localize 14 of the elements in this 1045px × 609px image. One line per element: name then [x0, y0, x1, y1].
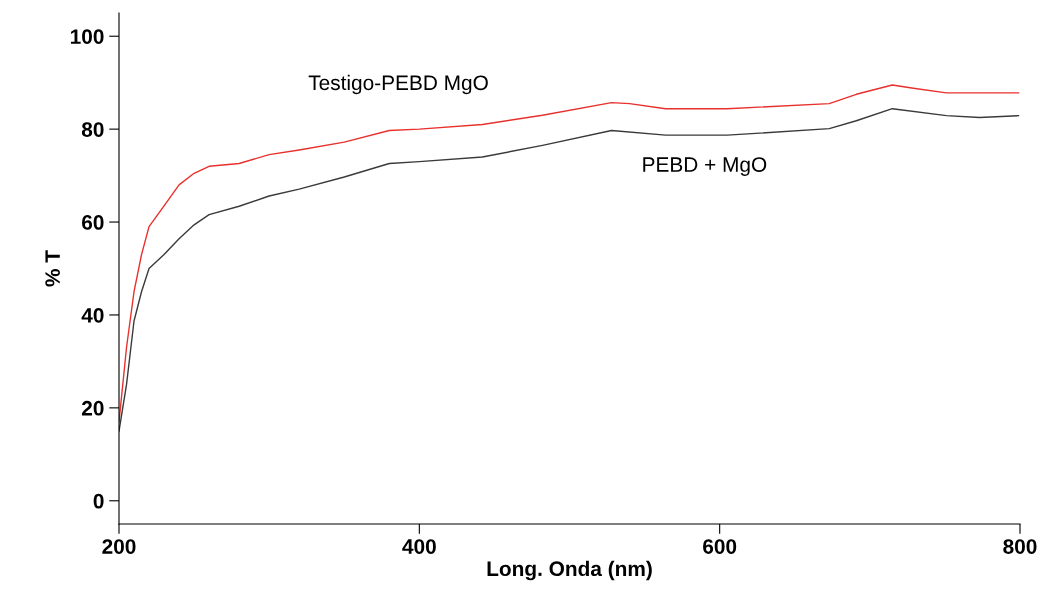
- x-tick-label: 200: [102, 539, 136, 554]
- y-tick-label: 20: [81, 400, 104, 416]
- y-axis-title: % T: [45, 250, 60, 287]
- y-tick-label: 60: [82, 215, 104, 230]
- x-tick-label: 600: [703, 539, 737, 554]
- series-label: Testigo-PEBD MgO: [308, 74, 488, 95]
- y-tick-label: 100: [70, 29, 104, 44]
- x-tick-label: 800: [1003, 539, 1037, 554]
- x-axis-title: Long. Onda (nm): [487, 560, 652, 581]
- x-tick-label: 400: [402, 539, 436, 554]
- y-tick-label: 0: [93, 493, 104, 509]
- y-tick-label: 40: [81, 307, 104, 323]
- series-label: PEBD + MgO: [643, 157, 767, 177]
- y-tick-label: 80: [81, 122, 104, 137]
